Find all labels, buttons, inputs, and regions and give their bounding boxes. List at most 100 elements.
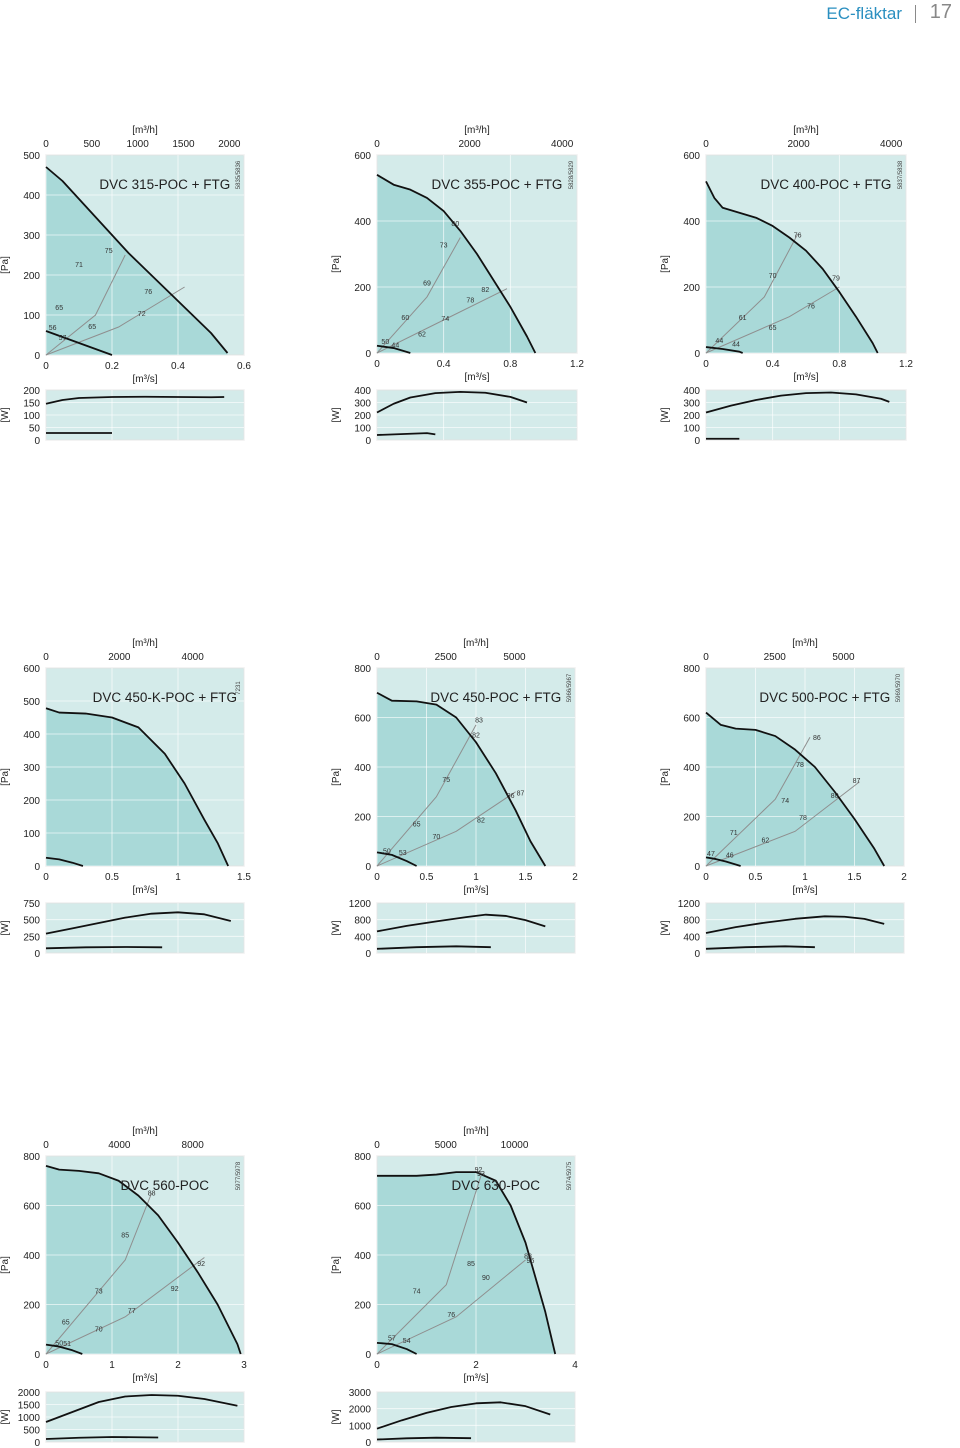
pressure-tick-label: 600 <box>354 714 371 725</box>
efficiency-label: 57 <box>388 1335 396 1342</box>
pressure-tick-label: 200 <box>23 271 40 282</box>
chart-title: DVC 630-POC <box>452 1178 541 1193</box>
top-axis-unit: [m³/h] <box>132 125 158 136</box>
power-tick-label: 100 <box>683 424 700 435</box>
top-tick-label: 2500 <box>435 652 458 663</box>
chart-title: DVC 355-POC + FTG <box>432 177 563 192</box>
power-curve-min <box>376 432 436 436</box>
pressure-curve-max <box>377 1171 557 1355</box>
power-tick-label: 1000 <box>18 1413 41 1424</box>
efficiency-label: 65 <box>769 325 777 332</box>
power-axis-label: [W] <box>331 1409 342 1424</box>
pressure-tick-label: 800 <box>354 664 371 675</box>
pressure-curve-max <box>45 707 229 867</box>
pressure-axis-label: [Pa] <box>660 768 671 786</box>
operating-area-fill <box>46 708 229 866</box>
power-tick-label: 300 <box>683 399 700 410</box>
x-tick-label: 1.5 <box>237 872 251 883</box>
x-tick-label: 0 <box>703 359 709 370</box>
x-tick-label: 1 <box>175 872 181 883</box>
x-tick-label: 0 <box>43 1360 49 1371</box>
efficiency-label: 85 <box>121 1233 129 1240</box>
efficiency-label: 78 <box>796 762 804 769</box>
power-curve-max <box>376 1401 551 1430</box>
power-tick-label: 200 <box>354 411 371 422</box>
efficiency-label: 88 <box>524 1254 532 1261</box>
efficiency-label: 60 <box>401 315 409 322</box>
efficiency-line <box>376 1259 526 1355</box>
power-tick-label: 500 <box>23 916 40 927</box>
x-tick-label: 0.4 <box>171 361 185 372</box>
power-tick-label: 1200 <box>349 899 372 910</box>
efficiency-line <box>376 1175 482 1355</box>
pressure-tick-label: 400 <box>683 217 700 228</box>
efficiency-label: 70 <box>95 1327 103 1334</box>
efficiency-label: 65 <box>55 305 63 312</box>
top-tick-label: 2500 <box>764 652 787 663</box>
page-number: 17 <box>929 1 952 23</box>
top-tick-label: 8000 <box>182 1140 205 1151</box>
x-axis-unit: [m³/s] <box>133 885 158 896</box>
pressure-tick-label: 0 <box>694 349 700 360</box>
top-tick-label: 2000 <box>458 139 481 150</box>
power-curve-max <box>705 391 890 414</box>
top-tick-label: 0 <box>43 652 49 663</box>
top-tick-label: 4000 <box>182 652 205 663</box>
chart-code: 5969/5970 <box>896 673 902 702</box>
top-tick-label: 0 <box>43 139 49 150</box>
operating-area-fill <box>377 1172 556 1354</box>
x-axis-unit: [m³/s] <box>794 372 819 383</box>
power-axis-label: [W] <box>0 407 11 422</box>
x-tick-label: 2 <box>901 872 907 883</box>
power-tick-label: 800 <box>354 916 371 927</box>
top-tick-label: 5000 <box>503 652 526 663</box>
pressure-tick-label: 0 <box>34 1350 40 1361</box>
efficiency-label: 85 <box>467 1261 475 1268</box>
x-tick-label: 0.5 <box>749 872 763 883</box>
top-axis-unit: [m³/h] <box>132 638 158 649</box>
power-plot-area <box>45 902 245 954</box>
operating-area-fill <box>377 692 546 866</box>
pressure-curve-min <box>45 330 113 356</box>
pressure-tick-label: 200 <box>683 813 700 824</box>
power-axis-label: [W] <box>0 920 11 935</box>
x-tick-label: 0 <box>703 872 709 883</box>
x-tick-label: 0 <box>43 361 49 372</box>
efficiency-label: 92 <box>475 1167 483 1174</box>
efficiency-label: 51 <box>63 1341 71 1348</box>
efficiency-line <box>45 1257 205 1355</box>
chart-title: DVC 450-K-POC + FTG <box>93 690 237 705</box>
pressure-axis-label: [Pa] <box>331 768 342 786</box>
chart-title: DVC 450-POC + FTG <box>430 690 561 705</box>
top-axis-unit: [m³/h] <box>792 638 818 649</box>
power-tick-label: 0 <box>365 949 371 960</box>
power-tick-label: 400 <box>354 386 371 397</box>
chart-code: 5966/5967 <box>567 673 573 702</box>
x-axis-unit: [m³/s] <box>465 372 490 383</box>
pressure-tick-label: 300 <box>23 763 40 774</box>
efficiency-label: 44 <box>732 341 740 348</box>
power-curve-max <box>45 395 225 405</box>
efficiency-label: 65 <box>413 821 421 828</box>
chart-3: 70 76 79 61 65 76 44 44 DVC 400-POC + FTG 5837/58… <box>660 125 913 447</box>
pressure-curve-min <box>45 1343 83 1355</box>
efficiency-label: 71 <box>75 262 83 269</box>
power-axis-label: [W] <box>0 1409 11 1424</box>
efficiency-label: 57 <box>59 335 67 342</box>
x-tick-label: 4 <box>572 1360 578 1371</box>
top-axis-unit: [m³/h] <box>132 1126 158 1137</box>
page-header: EC-fläktar 17 <box>540 0 960 30</box>
power-curve-max <box>376 913 546 933</box>
power-tick-label: 0 <box>34 1438 40 1448</box>
efficiency-label: 50 <box>55 1340 63 1347</box>
power-axis-label: [W] <box>660 407 671 422</box>
pressure-axis-label: [Pa] <box>331 1256 342 1274</box>
power-tick-label: 0 <box>34 436 40 447</box>
top-axis-unit: [m³/h] <box>793 125 819 136</box>
efficiency-label: 44 <box>391 342 399 349</box>
efficiency-label: 53 <box>399 850 407 857</box>
efficiency-line <box>705 286 840 354</box>
power-curve-min <box>376 1436 472 1441</box>
efficiency-label: 86 <box>507 793 515 800</box>
